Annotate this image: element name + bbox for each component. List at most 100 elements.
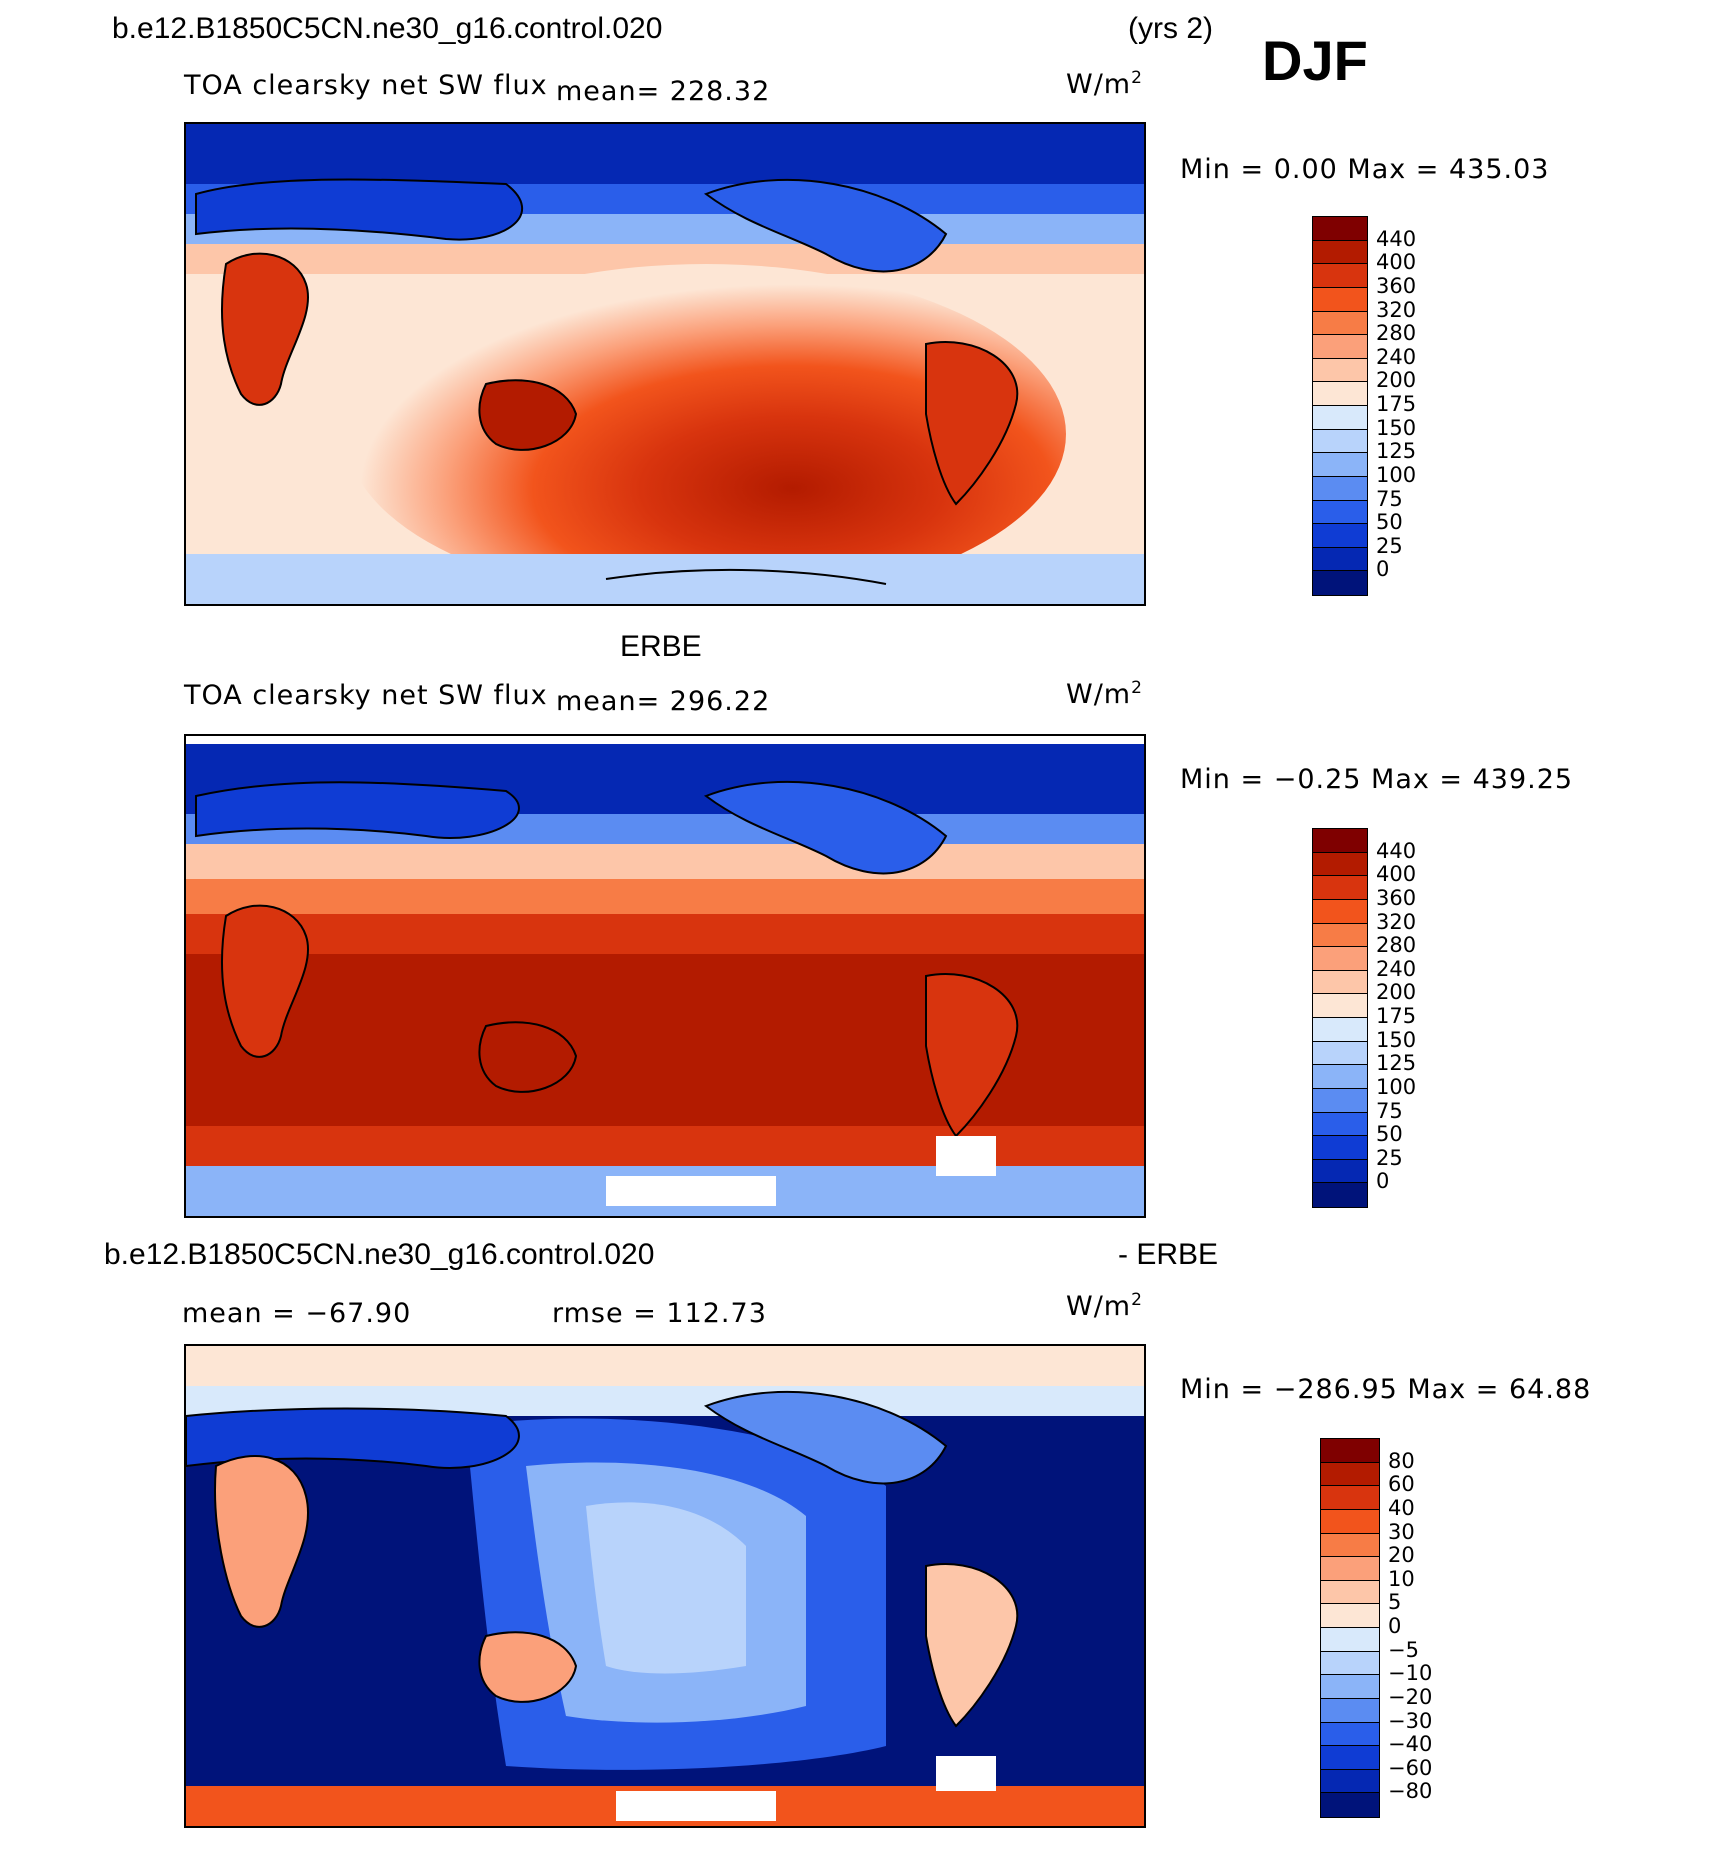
colorbar-tick-label: 240 [1376,956,1417,981]
colorbar-tick-label: 50 [1376,1122,1403,1147]
colorbar-tick-label: −80 [1388,1779,1433,1804]
colorbar-tick-label: 280 [1376,933,1417,958]
years-label: (yrs 2) [1128,12,1213,45]
colorbar-tick-label: 125 [1376,1051,1417,1076]
panel3-minmax: Min = −286.95 Max = 64.88 [1180,1374,1592,1405]
colorbar-tick-label: −20 [1388,1684,1433,1709]
colorbar-segment [1313,1018,1367,1042]
colorbar-tick-label: 20 [1388,1543,1415,1568]
colorbar-tick-label: 80 [1388,1448,1415,1473]
panel3-rmse: rmse = 112.73 [552,1298,767,1329]
panel1-minmax: Min = 0.00 Max = 435.03 [1180,154,1550,185]
colorbar-tick-label: 320 [1376,909,1417,934]
colorbar-segment [1321,1439,1379,1463]
colorbar-segment [1313,947,1367,971]
colorbar-segment [1313,406,1367,430]
colorbar-tick-label: 400 [1376,862,1417,887]
colorbar-tick-label: 60 [1388,1472,1415,1497]
colorbar-tick-label: 360 [1376,885,1417,910]
panel2-title: ERBE [620,630,702,663]
colorbar-tick-label: 30 [1388,1519,1415,1544]
colorbar-segment [1321,1580,1379,1605]
colorbar-segment [1313,571,1367,595]
colorbar-tick-label: 10 [1388,1566,1415,1591]
case-title: b.e12.B1850C5CN.ne30_g16.control.020 [112,12,663,45]
colorbar-tick-label: 5 [1388,1590,1402,1615]
panel2-minmax: Min = −0.25 Max = 439.25 [1180,764,1574,795]
colorbar-tick-label: 75 [1376,486,1403,511]
colorbar-tick-label: 0 [1376,1169,1390,1194]
colorbar-tick-label: 400 [1376,250,1417,275]
colorbar-tick-label: −40 [1388,1732,1433,1757]
colorbar-segment [1313,829,1367,853]
colorbar-tick-label: 360 [1376,273,1417,298]
colorbar-segment [1313,923,1367,948]
colorbar-tick-label: 320 [1376,297,1417,322]
colorbar-tick-label: −30 [1388,1708,1433,1733]
panel3-units: W/m2 [1066,1290,1143,1322]
colorbar-segment [1313,876,1367,900]
colorbar-segment [1321,1509,1379,1534]
panel1-colorbar [1312,216,1368,596]
colorbar-tick-label: 200 [1376,368,1417,393]
colorbar-segment [1313,1183,1367,1207]
colorbar-tick-label: 175 [1376,392,1417,416]
colorbar-tick-label: 100 [1376,1074,1417,1099]
panel3-map [184,1344,1146,1828]
panel3-colorbar [1320,1438,1380,1818]
panel1-mean: mean= 228.32 [556,76,771,107]
colorbar-tick-label: −60 [1388,1755,1433,1780]
colorbar-segment [1313,500,1367,525]
colorbar-segment [1313,852,1367,877]
colorbar-segment [1313,382,1367,406]
colorbar-tick-label: 200 [1376,980,1417,1005]
colorbar-segment [1313,217,1367,241]
colorbar-segment [1321,1769,1379,1794]
colorbar-tick-label: 240 [1376,344,1417,369]
panel2-colorbar [1312,828,1368,1208]
colorbar-segment [1313,429,1367,454]
colorbar-segment [1313,524,1367,548]
colorbar-tick-label: 25 [1376,1145,1403,1170]
colorbar-tick-label: 0 [1376,557,1390,582]
colorbar-tick-label: 150 [1376,415,1417,440]
colorbar-segment [1321,1557,1379,1581]
colorbar-segment [1321,1462,1379,1487]
colorbar-segment [1313,1112,1367,1137]
colorbar-tick-label: 440 [1376,226,1417,251]
colorbar-tick-label: 100 [1376,462,1417,487]
panel2-map [184,734,1146,1218]
colorbar-tick-label: 25 [1376,533,1403,558]
colorbar-segment [1321,1793,1379,1817]
colorbar-tick-label: 0 [1388,1614,1402,1638]
colorbar-segment [1313,453,1367,477]
panel2-units: W/m2 [1066,678,1143,710]
colorbar-segment [1313,240,1367,265]
panel2-variable: TOA clearsky net SW flux [184,680,548,711]
colorbar-segment [1321,1628,1379,1652]
colorbar-segment [1313,311,1367,336]
colorbar-segment [1313,335,1367,359]
panel1-units: W/m2 [1066,68,1143,100]
colorbar-segment [1313,1136,1367,1160]
colorbar-tick-label: 440 [1376,838,1417,863]
colorbar-segment [1321,1604,1379,1628]
colorbar-segment [1313,287,1367,312]
colorbar-tick-label: 40 [1388,1495,1415,1520]
colorbar-segment [1313,1041,1367,1066]
colorbar-segment [1321,1675,1379,1699]
colorbar-segment [1321,1746,1379,1770]
colorbar-tick-label: 175 [1376,1004,1417,1028]
colorbar-segment [1313,476,1367,501]
colorbar-segment [1313,547,1367,572]
colorbar-segment [1321,1722,1379,1747]
colorbar-segment [1313,1065,1367,1089]
panel1-variable: TOA clearsky net SW flux [184,70,548,101]
colorbar-tick-label: 50 [1376,510,1403,535]
colorbar-segment [1321,1651,1379,1676]
panel3-title: b.e12.B1850C5CN.ne30_g16.control.020 [104,1238,655,1271]
colorbar-tick-label: −10 [1388,1661,1433,1686]
colorbar-segment [1321,1698,1379,1723]
colorbar-segment [1321,1533,1379,1558]
colorbar-segment [1313,899,1367,924]
